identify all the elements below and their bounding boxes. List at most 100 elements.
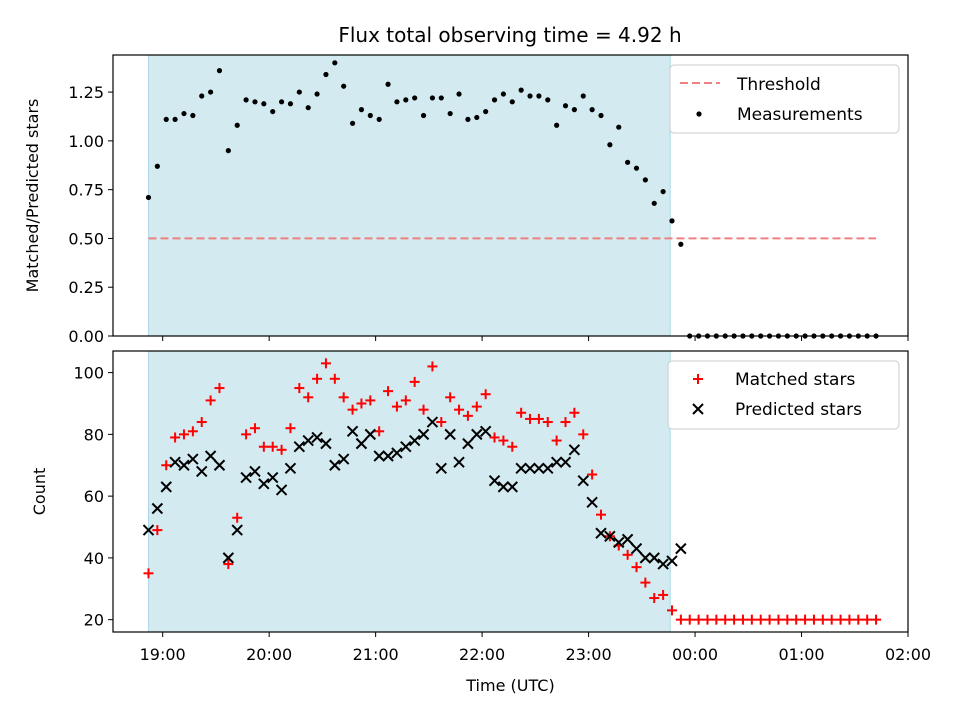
predicted-star-point <box>320 437 332 450</box>
matched-star-point <box>365 395 376 406</box>
matched-star-point <box>303 392 314 403</box>
predicted-star-point <box>391 447 403 459</box>
predicted-star-point <box>178 459 190 471</box>
matched-star-point <box>445 392 456 403</box>
matched-star-point <box>143 568 154 579</box>
predicted-star-point <box>639 552 652 564</box>
measurement-point <box>456 91 462 97</box>
measurement-point <box>527 93 533 99</box>
predicted-star-point <box>621 533 634 546</box>
matched-star-point <box>587 469 598 480</box>
matched-star-point <box>800 614 811 625</box>
predicted-star-point <box>613 536 625 549</box>
predicted-star-point <box>364 428 377 441</box>
predicted-star-point <box>293 441 306 453</box>
predicted-star-point <box>524 462 536 475</box>
bottom-axes-frame <box>112 350 909 633</box>
matched-star-point <box>649 593 660 604</box>
measurement-point <box>678 241 684 247</box>
matched-star-point <box>764 614 775 625</box>
matched-star-point <box>391 401 402 412</box>
predicted-star-point <box>417 428 430 441</box>
matched-star-point <box>675 614 686 625</box>
measurement-point <box>403 97 409 103</box>
matched-star-point <box>702 614 713 625</box>
measurement-point <box>216 68 223 74</box>
matched-star-point <box>258 441 269 452</box>
y-tick-label: 60 <box>84 487 104 506</box>
legend-predicted-swatch <box>692 403 704 415</box>
matched-star-point <box>294 383 305 394</box>
predicted-star-point <box>284 462 297 475</box>
measurement-point <box>509 99 515 105</box>
matched-star-point <box>329 373 340 384</box>
legend-predicted-label: Predicted stars <box>735 400 862 420</box>
matched-star-point <box>666 605 677 616</box>
top-panel: Flux total observing time = 4.92 h 0.000… <box>23 23 909 346</box>
measurement-point <box>145 194 152 201</box>
measurement-point <box>491 97 498 103</box>
matched-star-point <box>791 614 802 625</box>
matched-star-point <box>178 429 189 440</box>
bottom-legend-box <box>667 360 900 430</box>
matched-star-point <box>161 460 172 471</box>
measurement-point <box>429 95 436 101</box>
legend-measurements-label: Measurements <box>737 105 863 125</box>
matched-star-point <box>551 435 562 446</box>
predicted-star-point <box>604 530 616 542</box>
matched-star-point <box>746 614 757 625</box>
measurement-point <box>367 112 373 119</box>
measurement-point <box>181 110 187 117</box>
measurement-point <box>438 95 444 101</box>
matched-star-point <box>232 512 243 523</box>
matched-star-point <box>720 614 731 625</box>
top-y-ticks: 0.00 0.25 0.50 0.75 1.00 1.25 <box>68 83 113 346</box>
predicted-star-point <box>240 471 252 484</box>
predicted-star-point <box>506 481 518 493</box>
predicted-star-point <box>542 462 554 475</box>
predicted-star-point <box>488 474 501 487</box>
matched-star-point <box>196 417 207 428</box>
predicted-star-point <box>249 465 261 478</box>
y-tick-label: 1.25 <box>68 83 104 102</box>
matched-star-point <box>773 614 784 625</box>
measurement-point <box>616 124 622 130</box>
matched-star-point <box>578 429 589 440</box>
matched-star-point <box>267 441 278 452</box>
matched-star-point <box>693 614 704 625</box>
bottom-y-axis-label: Count <box>30 468 49 516</box>
y-tick-label: 20 <box>84 611 104 630</box>
predicted-star-point <box>355 437 368 450</box>
predicted-star-point <box>586 496 598 509</box>
matched-star-point <box>871 614 882 625</box>
matched-star-point <box>658 589 669 600</box>
legend-cross-marker <box>692 403 704 415</box>
measurement-point <box>278 99 285 105</box>
top-legend-box <box>669 64 900 134</box>
matched-star-point <box>214 383 225 394</box>
top-x-ticks <box>162 336 909 341</box>
measurement-point <box>545 97 551 103</box>
x-tick-label: 23:00 <box>566 645 612 664</box>
measurement-point <box>270 108 276 115</box>
matched-star-point <box>498 435 509 446</box>
measurement-point <box>234 122 240 128</box>
matched-star-point <box>729 614 740 625</box>
predicted-star-point <box>497 481 510 493</box>
measurement-point <box>252 99 258 105</box>
measurement-point <box>625 159 631 165</box>
predicted-star-point <box>196 465 208 478</box>
predicted-star-point <box>187 453 199 465</box>
measurement-point <box>633 165 640 171</box>
predicted-star-point <box>675 542 687 555</box>
predicted-star-point <box>453 456 465 468</box>
matched-star-point <box>533 413 544 424</box>
predicted-star-point <box>275 484 288 496</box>
predicted-star-point <box>550 456 563 468</box>
predicted-star-point <box>329 459 341 471</box>
measurement-point <box>154 163 160 169</box>
matched-star-point <box>418 404 429 415</box>
top-observing-window <box>147 54 671 337</box>
predicted-star-point <box>666 555 678 567</box>
measurement-point <box>500 91 507 97</box>
